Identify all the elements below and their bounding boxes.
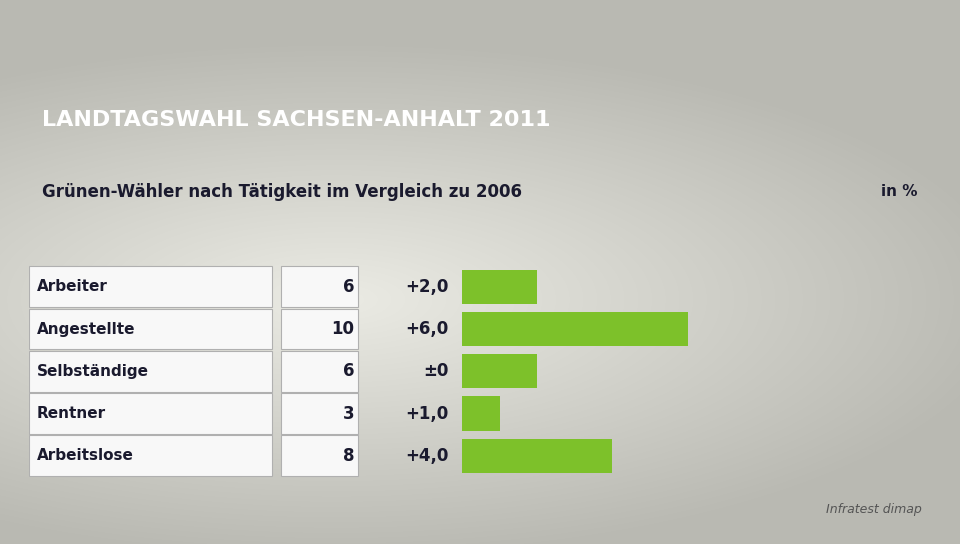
Bar [29, 435, 273, 476]
Text: 10: 10 [331, 320, 354, 338]
Text: 6: 6 [343, 362, 354, 380]
Bar [462, 270, 538, 304]
Bar [462, 312, 687, 346]
Bar [462, 354, 538, 388]
Text: ±0: ±0 [423, 362, 449, 380]
Bar [281, 435, 358, 476]
Bar [281, 308, 358, 349]
Text: Infratest dimap: Infratest dimap [827, 503, 923, 516]
Bar [281, 393, 358, 434]
Text: Selbständige: Selbständige [36, 364, 149, 379]
Bar [29, 393, 273, 434]
Text: LANDTAGSWAHL SACHSEN-ANHALT 2011: LANDTAGSWAHL SACHSEN-ANHALT 2011 [42, 110, 551, 129]
Bar [281, 267, 358, 307]
Text: Arbeiter: Arbeiter [36, 279, 108, 294]
Text: +6,0: +6,0 [406, 320, 449, 338]
Bar [29, 267, 273, 307]
Text: Rentner: Rentner [36, 406, 106, 421]
Bar [462, 438, 612, 473]
Text: Angestellte: Angestellte [36, 322, 135, 337]
Text: Grünen-Wähler nach Tätigkeit im Vergleich zu 2006: Grünen-Wähler nach Tätigkeit im Vergleic… [42, 183, 522, 201]
Text: 3: 3 [343, 405, 354, 423]
Text: Arbeitslose: Arbeitslose [36, 448, 133, 463]
Bar [29, 308, 273, 349]
Bar [281, 351, 358, 392]
Text: in %: in % [881, 184, 918, 199]
Text: +4,0: +4,0 [405, 447, 449, 465]
Text: +1,0: +1,0 [406, 405, 449, 423]
Bar [462, 397, 499, 431]
Text: +2,0: +2,0 [405, 278, 449, 296]
Text: 8: 8 [343, 447, 354, 465]
Text: 6: 6 [343, 278, 354, 296]
Bar [29, 351, 273, 392]
